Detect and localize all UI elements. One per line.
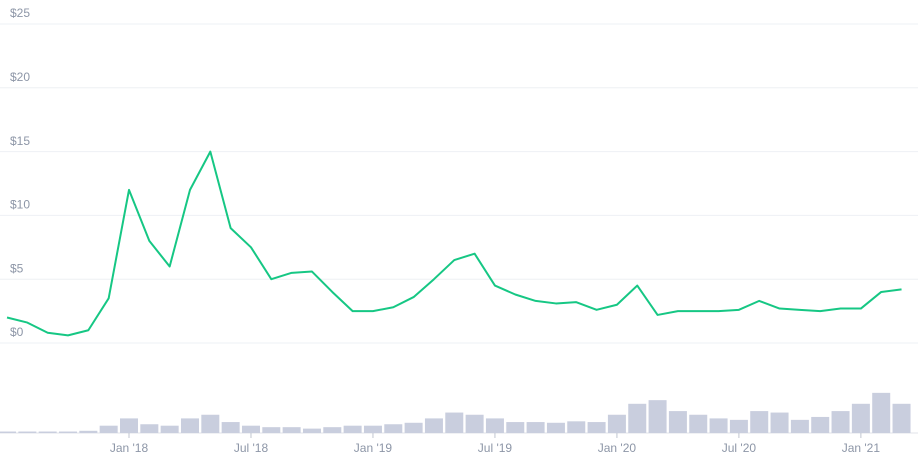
volume-bar (79, 430, 98, 433)
volume-bar (770, 412, 789, 433)
volume-bar (201, 414, 220, 433)
volume-bar (18, 431, 37, 433)
x-tick-label: Jul '19 (478, 441, 513, 455)
volume-bar (790, 419, 809, 433)
y-tick-label: $5 (10, 261, 24, 275)
volume-bar (343, 425, 362, 433)
x-tick-label: Jul '20 (722, 441, 757, 455)
volume-bar (465, 414, 484, 433)
volume-bar (323, 427, 342, 433)
volume-bar (709, 418, 728, 433)
volume-bar (628, 403, 647, 433)
x-tick-label: Jan '18 (110, 441, 149, 455)
volume-bar (811, 416, 830, 433)
volume-bar (384, 424, 403, 433)
volume-bar (851, 403, 870, 433)
y-tick-label: $10 (10, 198, 30, 212)
volume-bar (99, 425, 118, 433)
volume-bar (729, 419, 748, 433)
volume-bar (485, 418, 504, 433)
y-tick-label: $0 (10, 325, 24, 339)
volume-bar (38, 431, 57, 433)
x-tick-label: Jul '18 (234, 441, 269, 455)
volume-bar (750, 411, 769, 433)
volume-bar (546, 422, 565, 433)
volume-bar (180, 418, 199, 433)
volume-bar (140, 424, 159, 433)
volume-bar (567, 421, 586, 433)
volume-bar (0, 431, 17, 433)
volume-bar (221, 422, 240, 433)
volume-bar (363, 425, 382, 433)
x-tick-label: Jan '19 (354, 441, 393, 455)
volume-bar (526, 422, 545, 433)
volume-bar (831, 411, 850, 433)
volume-bar (160, 425, 179, 433)
volume-bar (892, 403, 911, 433)
volume-bar (120, 418, 138, 433)
y-tick-label: $25 (10, 6, 30, 20)
y-tick-label: $15 (10, 134, 30, 148)
volume-bar (668, 411, 687, 433)
y-tick-label: $20 (10, 70, 30, 84)
x-tick-label: Jan '21 (842, 441, 881, 455)
volume-bar (506, 422, 525, 433)
volume-bar (872, 392, 891, 433)
volume-bar (587, 422, 606, 433)
volume-bar (689, 414, 708, 433)
volume-bar (282, 427, 301, 433)
x-tick-label: Jan '20 (598, 441, 637, 455)
volume-bar (648, 400, 667, 433)
volume-bar (424, 418, 443, 433)
volume-bar (607, 414, 626, 433)
volume-bar (262, 427, 281, 433)
volume-bar (241, 425, 260, 433)
price-line (6, 150, 902, 337)
volume-bar (445, 412, 464, 433)
volume-bar (404, 422, 423, 433)
volume-bar (59, 431, 78, 433)
volume-bar (302, 428, 321, 433)
